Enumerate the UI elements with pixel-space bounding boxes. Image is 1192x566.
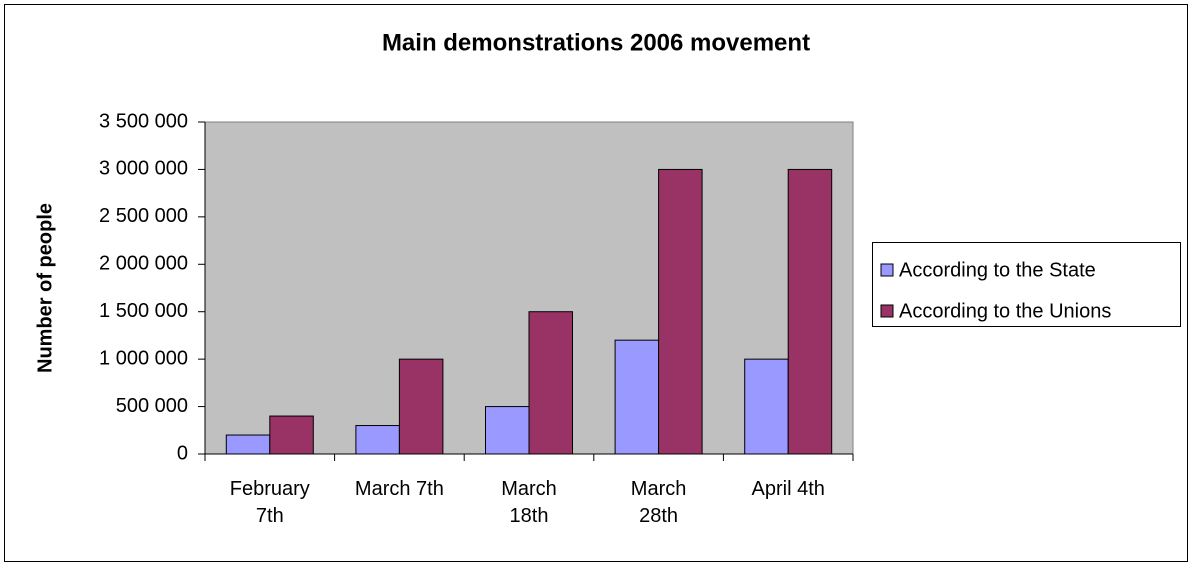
y-tick-label: 3 500 000: [99, 110, 188, 132]
legend-swatch: [880, 263, 894, 277]
y-tick-label: 1 500 000: [99, 300, 188, 322]
bar: [614, 339, 660, 455]
y-tick-label: 2 500 000: [99, 205, 188, 227]
legend-box: [872, 242, 1181, 327]
legend-swatch: [880, 304, 894, 318]
y-tick-label: 1 000 000: [99, 347, 188, 369]
x-tick-label: March 7th: [354, 478, 444, 500]
x-tick-label: March 28th: [630, 478, 687, 527]
legend-label: According to the State: [899, 259, 1096, 281]
y-tick-label: 3 000 000: [99, 158, 188, 180]
chart-title: Main demonstrations 2006 movement: [382, 29, 810, 56]
x-tick-label: February 7th: [229, 478, 310, 527]
bar: [528, 311, 573, 455]
bar: [355, 425, 400, 455]
bar: [485, 406, 530, 455]
bar: [744, 358, 789, 455]
legend-label: According to the Unions: [899, 300, 1111, 322]
bar: [658, 168, 703, 455]
y-tick-label: 2 000 000: [99, 253, 188, 275]
x-tick-label: April 4th: [751, 478, 825, 500]
x-tick-label: March 18th: [501, 478, 557, 527]
bar: [225, 434, 271, 455]
bar: [787, 168, 833, 455]
y-tick-label: 0: [177, 442, 188, 464]
y-axis-label: Number of people: [34, 203, 56, 373]
bar: [398, 358, 444, 455]
bar: [269, 415, 314, 455]
y-tick-label: 500 000: [116, 395, 188, 417]
